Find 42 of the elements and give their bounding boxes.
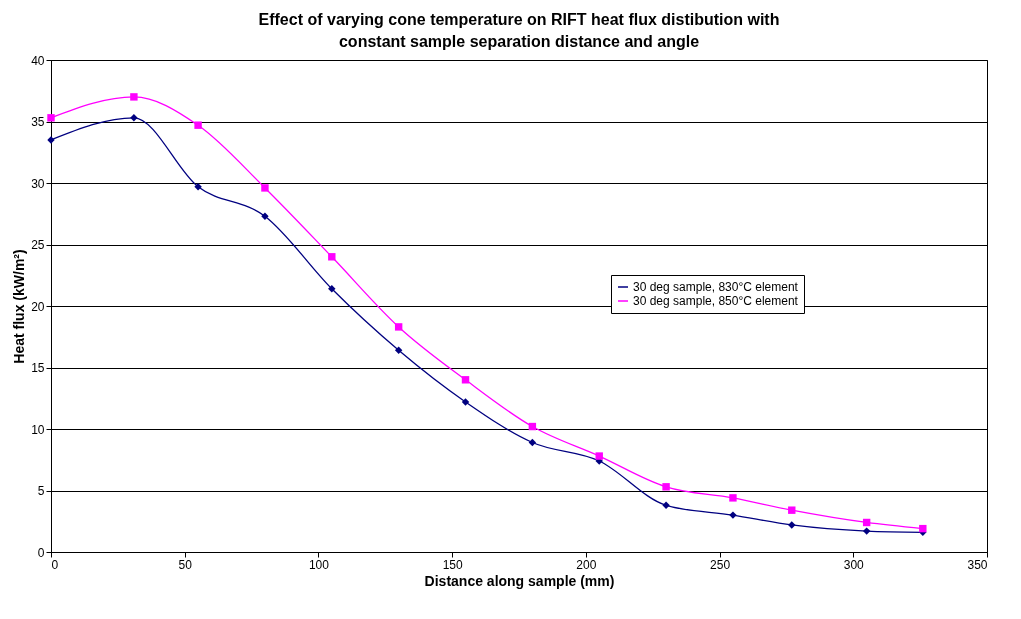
x-tick-label: 350 [967, 557, 988, 572]
legend-label: 30 deg sample, 830°C element [633, 280, 799, 294]
y-tick-label: 25 [31, 238, 45, 252]
point [528, 438, 537, 447]
point [461, 376, 470, 384]
x-tick-label: 0 [51, 557, 59, 572]
point [328, 285, 336, 293]
x-tick-label: 200 [576, 557, 597, 572]
y-tick-label: 10 [31, 422, 45, 437]
point [788, 521, 796, 529]
y-tick-label: 30 [31, 176, 45, 191]
legend-label: 30 deg sample, 850°C element [633, 294, 799, 308]
point [788, 506, 796, 514]
chart-title: Effect of varying cone temperature on RIFT heat flux distibution with constant sample separation distance and angle [258, 11, 780, 50]
point [862, 527, 871, 535]
point [130, 114, 138, 122]
point [662, 501, 670, 509]
point [194, 121, 202, 129]
point [194, 182, 202, 191]
y-tick-label: 5 [37, 484, 45, 498]
x-tick-label: 50 [178, 557, 193, 572]
point [394, 323, 403, 331]
x-tick-label: 300 [843, 557, 865, 572]
x-axis-title: Distance along sample (mm) [424, 572, 615, 589]
point [261, 184, 269, 192]
point [328, 253, 336, 261]
point [729, 494, 737, 502]
y-tick-label: 40 [31, 53, 45, 68]
y-tick-label: 20 [31, 299, 45, 314]
point [130, 93, 138, 101]
y-tick-label: 15 [31, 361, 45, 375]
point [662, 483, 670, 491]
point [595, 452, 603, 460]
x-tick-label: 150 [442, 557, 463, 572]
x-tick-label: 250 [710, 557, 731, 572]
x-tick-label: 100 [308, 557, 330, 572]
y-tick-label: 35 [31, 115, 45, 129]
point [919, 524, 927, 533]
point [394, 346, 403, 354]
y-tick-label: 0 [37, 545, 45, 560]
point [461, 398, 470, 406]
y-axis-title: Heat flux (kW/m²) [11, 249, 28, 364]
